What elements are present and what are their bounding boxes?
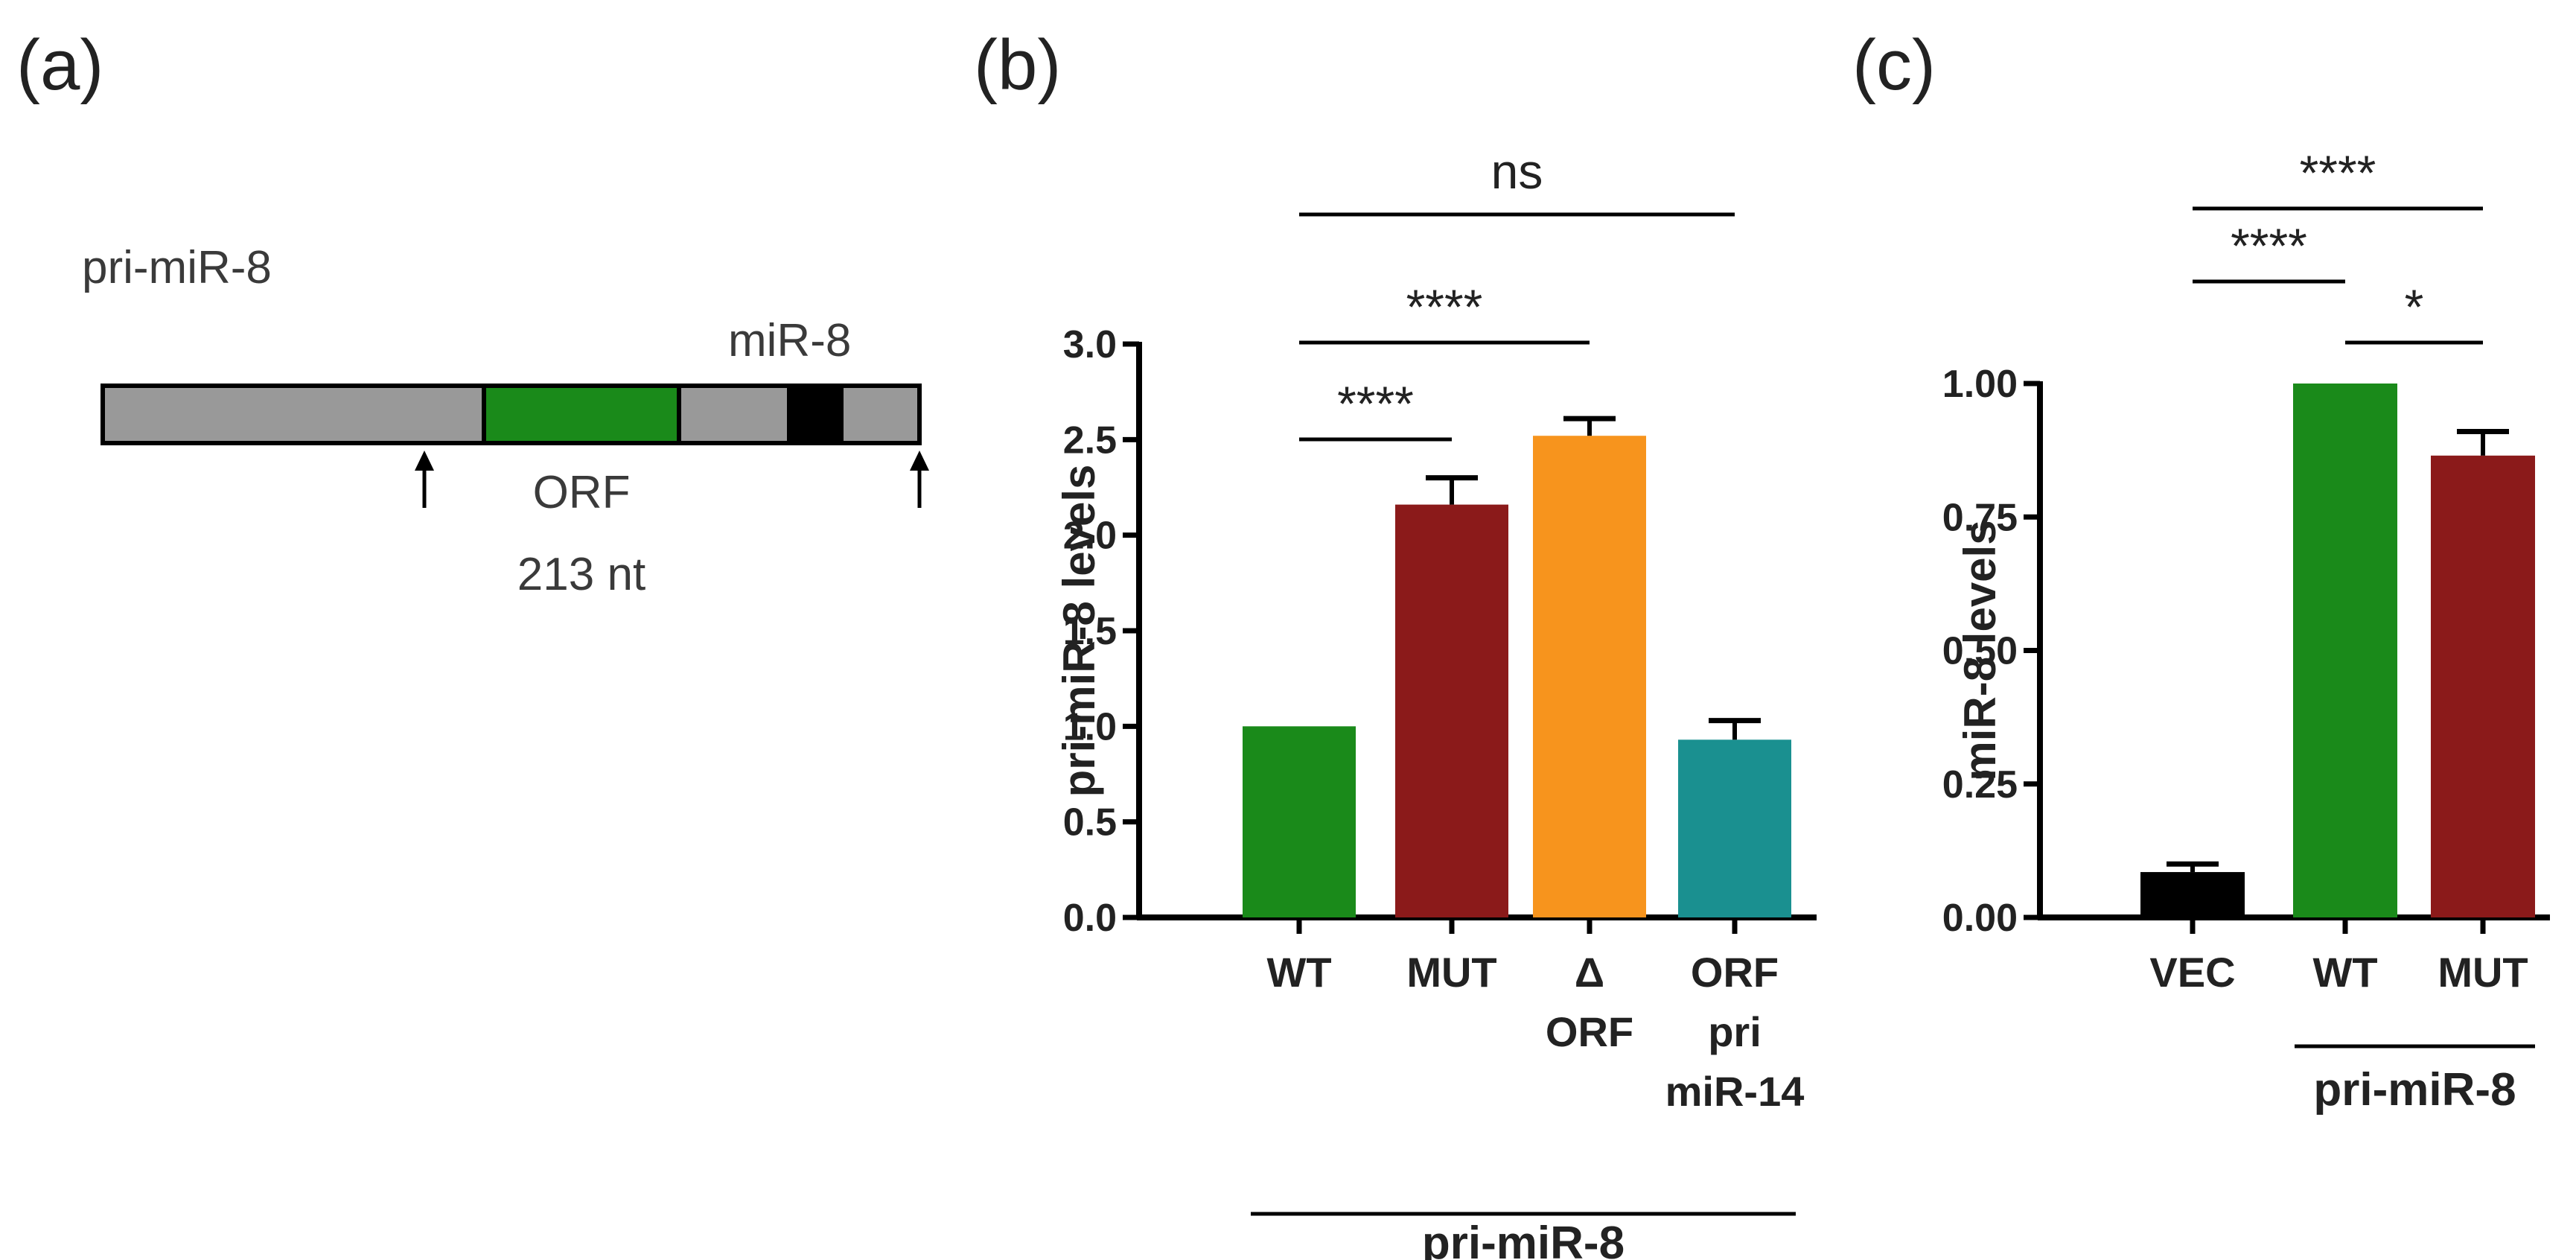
panel-label-b: (b)	[974, 25, 1061, 105]
x-tick-label: ORF	[1691, 949, 1779, 996]
chart-panel-c: 0.00 0.25 0.50 0.75 1.00 miR-8 levels VEC WT MUT…	[1942, 145, 2550, 1116]
y-tick-label: 0.75	[1942, 496, 2018, 539]
orf-label: ORF	[533, 467, 631, 518]
significance-label: ns	[1491, 144, 1543, 199]
y-tick-label: 0.25	[1942, 763, 2018, 806]
x-tick-label: MUT	[1406, 949, 1496, 996]
significance-label: *	[2405, 279, 2424, 334]
x-tick-label: VEC	[2149, 949, 2235, 996]
x-tick-label: WT	[1266, 949, 1331, 996]
bar	[1395, 504, 1508, 917]
y-tick-label: 0.00	[1942, 897, 2018, 940]
bar	[1678, 739, 1791, 917]
y-tick-label: 1.0	[1063, 705, 1117, 748]
x-tick-label: pri	[1708, 1008, 1762, 1055]
bar	[2140, 872, 2245, 917]
y-tick-label: 1.5	[1063, 610, 1117, 653]
panel-label-a: (a)	[16, 25, 103, 105]
y-tick-label: 2.0	[1063, 515, 1117, 558]
orf-length-label: 213 nt	[517, 549, 645, 600]
flank-segment-middle	[677, 384, 791, 445]
bar	[2293, 384, 2397, 917]
x-tick-label: MUT	[2438, 949, 2528, 996]
cleavage-arrow-icon	[910, 451, 929, 508]
diagram-title: pri-miR-8	[82, 242, 272, 293]
y-tick-label: 0.5	[1063, 801, 1117, 844]
x-tick-label: miR-14	[1665, 1068, 1805, 1115]
x-tick-label: WT	[2312, 949, 2377, 996]
bar	[2431, 455, 2535, 917]
y-axis-title: pri-miR-8 levels	[1054, 465, 1104, 798]
y-tick-label: 0.0	[1063, 897, 1117, 940]
bar	[1243, 726, 1356, 917]
significance-label: ****	[2300, 145, 2376, 200]
y-tick-label: 3.0	[1063, 323, 1117, 366]
significance-label: ****	[1337, 376, 1414, 431]
group-label: pri-miR-8	[1422, 1218, 1625, 1260]
y-axis-title: miR-8 levels	[1955, 520, 2005, 780]
significance-label: ****	[1406, 279, 1483, 334]
x-tick-label: Δ	[1575, 949, 1604, 996]
chart-panel-b: 0.0 0.5 1.0 1.5 2.0 2.5 3.0 pri-miR-8 levels WT M…	[1054, 144, 1817, 1260]
flank-segment-left	[101, 384, 486, 445]
mature-mirna-segment	[787, 384, 844, 445]
x-tick-label: ORF	[1546, 1008, 1633, 1055]
panel-label-c: (c)	[1852, 25, 1936, 105]
flank-segment-right	[839, 384, 922, 445]
cleavage-arrow-icon	[415, 451, 434, 508]
y-tick-label: 0.50	[1942, 630, 2018, 673]
mature-mirna-label: miR-8	[728, 315, 851, 366]
gene-diagram: pri-miR-8 miR-8 ORF 213 nt	[82, 242, 929, 600]
group-label: pri-miR-8	[2313, 1064, 2516, 1116]
y-tick-label: 2.5	[1063, 419, 1117, 462]
bar	[1533, 436, 1646, 917]
significance-label: ****	[2231, 218, 2307, 273]
y-tick-label: 1.00	[1942, 363, 2018, 406]
orf-segment	[482, 384, 681, 445]
